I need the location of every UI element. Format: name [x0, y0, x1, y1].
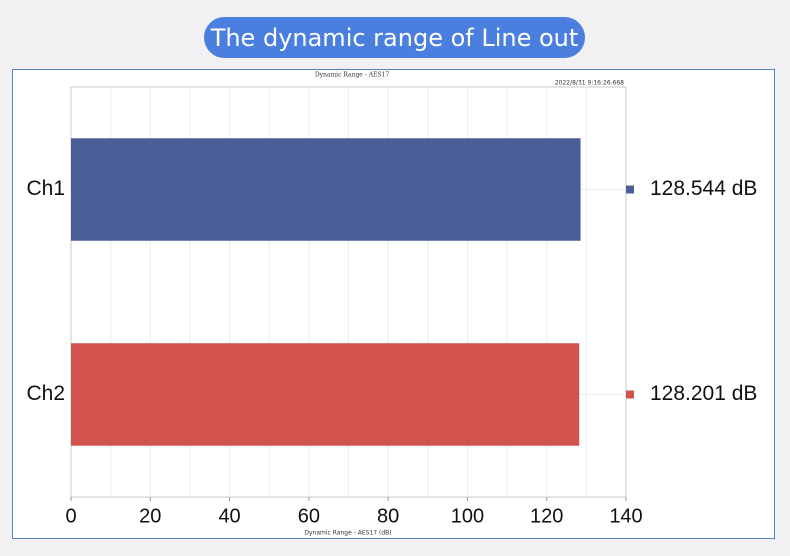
x-tick-label: 40: [218, 505, 240, 527]
category-label: Ch2: [26, 382, 65, 405]
x-tick-label: 20: [139, 505, 161, 527]
x-tick-labels: 0 20 40 60 80 100 120 140: [65, 497, 643, 527]
bars: [71, 138, 581, 446]
chart-timestamp: 2022/8/31 9:16:26.668: [555, 80, 624, 87]
x-tick-label: 140: [609, 505, 642, 527]
bar-ch2: [71, 343, 580, 446]
value-label: 128.201 dB: [650, 382, 757, 405]
bar-ch1: [71, 138, 581, 241]
category-label: Ch1: [26, 177, 65, 200]
category-labels: Ch1 Ch2: [26, 177, 65, 405]
page-title: The dynamic range of Line out: [204, 17, 585, 58]
chart-title: Dynamic Range - AES17: [315, 72, 389, 79]
legend-marker: [626, 390, 634, 399]
value-label: 128.544 dB: [650, 177, 757, 200]
x-tick-label: 60: [298, 505, 320, 527]
x-tick-label: 120: [530, 505, 563, 527]
value-labels: 128.544 dB 128.201 dB: [626, 177, 757, 405]
x-tick-label: 0: [65, 505, 76, 527]
chart-frame: Dynamic Range - AES17 2022/8/31 9:16:26.…: [12, 69, 775, 539]
x-tick-label: 80: [377, 505, 399, 527]
chart: Dynamic Range - AES17 2022/8/31 9:16:26.…: [26, 72, 757, 537]
x-axis-label: Dynamic Range - AES17 (dB): [304, 530, 391, 537]
legend-marker: [626, 185, 634, 194]
x-tick-label: 100: [451, 505, 484, 527]
